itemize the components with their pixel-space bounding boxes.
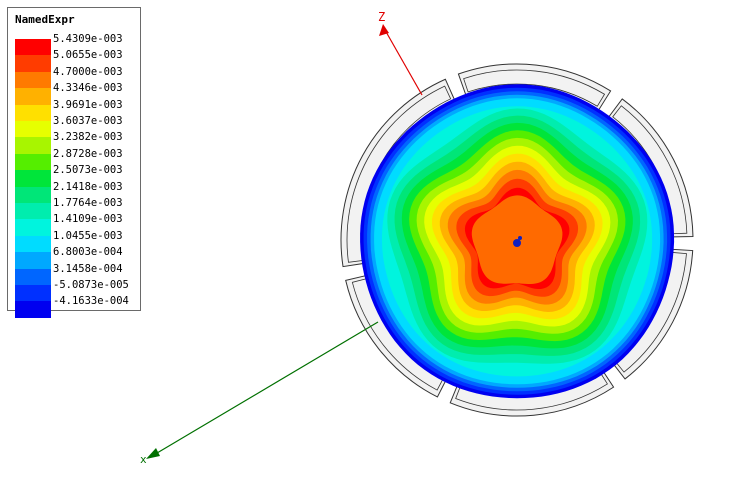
center-probe-marker bbox=[513, 236, 522, 247]
legend-value-label: 4.3346e-003 bbox=[53, 82, 123, 95]
legend-value-label: 3.1458e-004 bbox=[53, 262, 123, 275]
legend-value-label: 6.8003e-004 bbox=[53, 246, 123, 259]
legend-swatch bbox=[15, 170, 51, 187]
legend-value-label: 5.0655e-003 bbox=[53, 49, 123, 62]
legend-value-label: 5.4309e-003 bbox=[53, 33, 123, 45]
legend-entry: 2.1418e-003 bbox=[15, 181, 139, 203]
legend-entry: 5.4309e-003 bbox=[15, 33, 139, 56]
ring-sector-inner-line bbox=[463, 69, 606, 107]
legend-entry: 6.8003e-004 bbox=[15, 246, 139, 269]
legend-value-label: 2.5073e-003 bbox=[53, 164, 123, 177]
legend-value-label: 2.1418e-003 bbox=[53, 180, 123, 193]
legend-swatch bbox=[15, 55, 51, 72]
legend-value-label: 3.6037e-003 bbox=[53, 115, 123, 127]
legend-entry: 5.0655e-003 bbox=[15, 49, 139, 72]
legend-value-label: 1.4109e-003 bbox=[53, 213, 123, 226]
legend-swatch bbox=[15, 235, 51, 253]
legend-swatch bbox=[15, 252, 51, 269]
x-axis-arrowhead bbox=[146, 448, 160, 459]
color-legend: NamedExpr 5.4309e-003 5.0655e-003 4.7000e-… bbox=[7, 7, 141, 318]
legend-entry: -4.1633e-004 bbox=[15, 295, 139, 318]
legend-entry: 1.7764e-003 bbox=[15, 197, 139, 220]
legend-swatch bbox=[15, 301, 51, 318]
legend-entry: 1.0455e-003 bbox=[15, 230, 139, 253]
z-axis-label: Z bbox=[378, 10, 385, 24]
legend-swatch bbox=[15, 219, 51, 236]
legend-swatch bbox=[15, 268, 51, 285]
legend-entry: 3.9691e-003 bbox=[15, 99, 139, 121]
legend-entry: 3.2382e-003 bbox=[15, 131, 139, 154]
legend-swatch bbox=[15, 186, 51, 203]
legend-swatch bbox=[15, 104, 51, 121]
legend-value-label: 4.7000e-003 bbox=[53, 65, 123, 78]
legend-swatch bbox=[15, 88, 51, 105]
legend-value-label: -4.1633e-004 bbox=[53, 295, 129, 308]
legend-swatch bbox=[15, 137, 51, 154]
z-axis-arrowhead bbox=[379, 24, 389, 36]
legend-swatch bbox=[15, 153, 51, 171]
legend-value-label: 2.8728e-003 bbox=[53, 147, 123, 160]
legend-entry: 1.4109e-003 bbox=[15, 213, 139, 236]
legend-value-label: 3.9691e-003 bbox=[53, 98, 123, 111]
legend-swatch bbox=[15, 285, 51, 302]
legend-entry: -5.0873e-005 bbox=[15, 279, 139, 302]
axis-triad: Z x bbox=[140, 10, 423, 466]
legend-entry: 4.7000e-003 bbox=[15, 66, 139, 89]
legend-swatch bbox=[15, 203, 51, 220]
legend-value-label: 1.0455e-003 bbox=[53, 229, 123, 242]
legend-value-label: 1.7764e-003 bbox=[53, 197, 123, 209]
legend-entry: 3.6037e-003 bbox=[15, 115, 139, 138]
x-axis-label: x bbox=[140, 453, 147, 466]
legend-value-label: 3.2382e-003 bbox=[53, 131, 123, 144]
z-axis-line bbox=[384, 29, 423, 96]
x-axis-line bbox=[151, 321, 379, 457]
legend-swatch bbox=[15, 121, 51, 138]
legend-swatch bbox=[15, 39, 51, 56]
legend-entry: 2.8728e-003 bbox=[15, 148, 139, 171]
legend-swatch bbox=[15, 71, 51, 89]
legend-entry: 2.5073e-003 bbox=[15, 164, 139, 187]
legend-value-label: -5.0873e-005 bbox=[53, 279, 129, 291]
legend-title: NamedExpr bbox=[15, 13, 75, 26]
legend-entry: 3.1458e-004 bbox=[15, 263, 139, 285]
legend-entry: 4.3346e-003 bbox=[15, 82, 139, 105]
